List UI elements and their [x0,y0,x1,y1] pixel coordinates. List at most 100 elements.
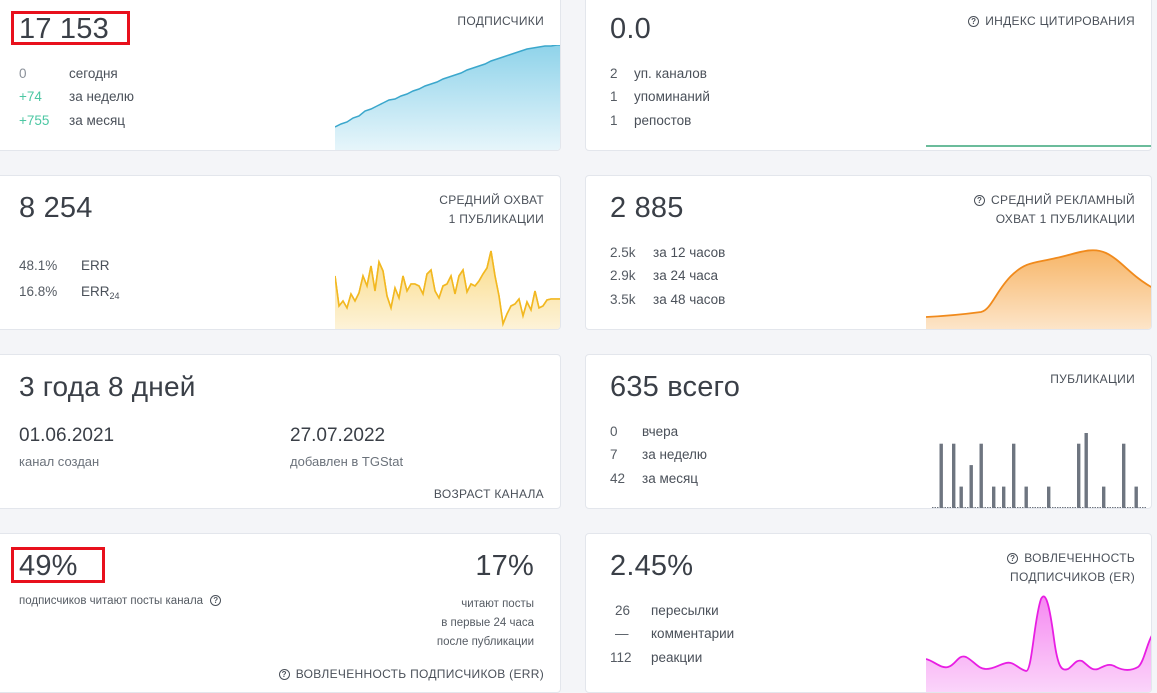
posts-bar [1017,507,1019,508]
posts-bar [1019,507,1021,508]
posts-bar [992,486,996,508]
posts-bar [1059,507,1061,508]
posts-bar [1092,507,1094,508]
subscribers-today: 0 сегодня [19,66,118,81]
ad-reach-card: 2 885 ? СРЕДНИЙ РЕКЛАМНЫЙ ОХВАТ 1 ПУБЛИКАЦ… [585,175,1152,330]
posts-bar [1099,507,1101,508]
posts-bar [1047,486,1051,508]
posts-bar [1089,507,1091,508]
reach-card: 8 254 СРЕДНИЙ ОХВАТ 1 ПУБЛИКАЦИИ 48.1% ERR… [0,175,561,330]
posts-bar [1144,507,1146,508]
question-icon[interactable]: ? [1007,553,1019,564]
citation-chart [926,145,1151,147]
question-icon[interactable]: ? [974,195,986,206]
posts-bar [997,507,999,508]
posts-bar [1069,507,1071,508]
subscribers-month: +755 за месяц [19,113,126,128]
posts-bar [1057,507,1059,508]
channel-age-value: 3 года 8 дней [19,371,196,402]
posts-month: 42 за месяц [610,471,699,486]
posts-bar [1109,507,1111,508]
question-icon[interactable]: ? [968,16,980,27]
posts-bar [1077,443,1081,508]
er-forwards: 26 пересылки [615,603,719,618]
added-date: 27.07.2022 [290,425,386,446]
posts-bar [952,443,956,508]
posts-bar [999,507,1001,508]
posts-label: ПУБЛИКАЦИИ [1050,372,1135,386]
posts-bar [974,507,976,508]
posts-bar [962,507,964,508]
posts-bar [1039,507,1041,508]
posts-bar [1029,507,1031,508]
posts-bar [1042,507,1044,508]
er-comments: — комментарии [615,626,735,641]
er-chart [926,595,1151,692]
err-highlight-box [11,547,105,583]
posts-bar [1124,507,1126,508]
posts-bar [1132,507,1134,508]
posts-bar [947,507,949,508]
channel-age-label: ВОЗРАСТ КАНАЛА [433,487,544,501]
posts-bar [1012,443,1016,508]
question-icon[interactable]: ? [210,595,222,606]
created-date: 01.06.2021 [19,425,115,446]
posts-bar [1094,507,1096,508]
posts-bar [942,507,944,508]
posts-bar [979,443,983,508]
ad-reach-value: 2 885 [610,192,684,224]
posts-bar [1102,486,1106,508]
posts-bar [1032,507,1034,508]
subscribers-highlight-box [11,11,130,45]
posts-bar [1117,507,1119,508]
subscribers-count: 17 153 [19,13,109,45]
reach-value: 8 254 [19,192,93,224]
posts-bar [1079,507,1081,508]
posts-bar [939,443,943,508]
posts-bar [1127,507,1129,508]
posts-bar [964,507,966,508]
err-value: 49% [19,550,78,582]
posts-bar [982,507,984,508]
posts-bar [1119,507,1121,508]
err24-value: 17% [475,550,534,582]
posts-bar [957,507,959,508]
posts-yesterday: 0 вчера [610,424,679,439]
posts-bar [1064,507,1066,508]
subscribers-week: +74 за неделю [19,89,135,104]
posts-week: 7 за неделю [610,447,708,462]
posts-bar [1022,507,1024,508]
posts-bar [967,507,969,508]
added-label: добавлен в TGStat [290,454,404,469]
er-card: 2.45% ? ВОВЛЕЧЕННОСТЬ ПОДПИСЧИКОВ (ER) 26 п… [585,533,1152,693]
posts-bar [1062,507,1064,508]
question-icon[interactable]: ? [278,669,290,680]
err-row: 48.1% ERR [19,258,110,273]
err-card: 49% подписчиков читают посты канала ? 17… [0,533,561,693]
posts-bar [1049,507,1051,508]
posts-bar [1097,507,1099,508]
posts-bar [1004,507,1006,508]
posts-bar [1024,486,1028,508]
posts-bar [1114,507,1116,508]
posts-bar [1007,507,1009,508]
posts-bar [1044,507,1046,508]
ad-reach-24h: 2.9k за 24 часа [610,268,719,283]
posts-bar [1142,507,1144,508]
citation-reposts: 1 репостов [610,113,692,128]
reach-label: СРЕДНИЙ ОХВАТ 1 ПУБЛИКАЦИИ [439,193,544,226]
subscribers-label: ПОДПИСЧИКИ [457,14,544,28]
posts-bar [949,507,951,508]
posts-bar [972,507,974,508]
channel-age-card: 3 года 8 дней 01.06.2021 канал создан 27… [0,354,561,509]
posts-chart [932,433,1146,508]
citation-channels: 2 уп. каналов [610,66,707,81]
posts-bar [1067,507,1069,508]
posts-total: 635 всего [610,371,741,403]
posts-bar [937,507,939,508]
posts-bar [977,507,979,508]
err-description: подписчиков читают посты канала ? [19,595,227,607]
posts-bar [984,507,986,508]
er-value: 2.45% [610,550,694,582]
posts-bar [1009,507,1011,508]
